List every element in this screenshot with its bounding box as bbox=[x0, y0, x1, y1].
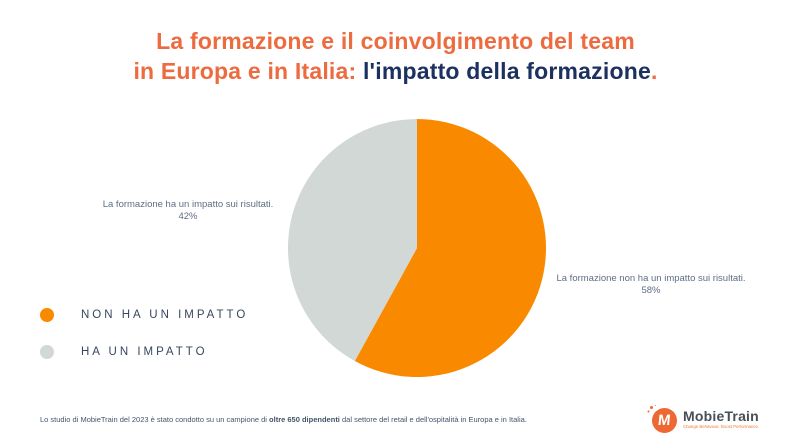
title-line-2-orange: in Europa e in Italia: bbox=[133, 58, 363, 84]
mobietrain-logo-icon: M bbox=[650, 406, 677, 433]
legend-label: HA UN IMPATTO bbox=[81, 346, 208, 358]
annotation-non-ha-un-impatto: La formazione non ha un impatto sui risu… bbox=[526, 273, 776, 297]
page-title: La formazione e il coinvolgimento del te… bbox=[0, 26, 791, 86]
pie-slice-non-ha-un-impatto bbox=[354, 119, 546, 377]
title-line-2-navy: l'impatto della formazione bbox=[362, 58, 651, 84]
pie-chart bbox=[288, 119, 546, 377]
logo-tagline: Change Behaviour. Boost Performance. bbox=[683, 425, 760, 430]
footnote-text-after: dal settore del retail e dell'ospitalità… bbox=[339, 415, 527, 424]
logo-monogram: M bbox=[657, 412, 672, 429]
logo-name: MobieTrain bbox=[683, 408, 759, 424]
footnote-text-bold: oltre 650 dipendenti bbox=[269, 415, 340, 424]
legend-dot-orange-icon bbox=[40, 308, 54, 322]
mobietrain-logo: M MobieTrain Change Behaviour. Boost Per… bbox=[650, 406, 789, 433]
logo-confetti-dots-icon bbox=[650, 406, 653, 409]
legend-label: NON HA UN IMPATTO bbox=[81, 309, 249, 321]
annotation-right-text: La formazione non ha un impatto sui risu… bbox=[556, 273, 746, 284]
title-line-1: La formazione e il coinvolgimento del te… bbox=[156, 28, 635, 54]
footnote-text-before: Lo studio di MobieTrain del 2023 è stato… bbox=[40, 415, 270, 424]
annotation-left-text: La formazione ha un impatto sui risultat… bbox=[102, 199, 274, 210]
legend-item-non-ha-un-impatto: NON HA UN IMPATTO bbox=[40, 307, 248, 323]
pie-chart-svg bbox=[288, 119, 546, 377]
logo-text: MobieTrain Change Behaviour. Boost Perfo… bbox=[683, 408, 789, 431]
legend: NON HA UN IMPATTO HA UN IMPATTO bbox=[40, 307, 248, 381]
annotation-ha-un-impatto: La formazione ha un impatto sui risultat… bbox=[63, 199, 313, 223]
annotation-left-percent: 42% bbox=[178, 211, 198, 222]
legend-item-ha-un-impatto: HA UN IMPATTO bbox=[40, 344, 248, 360]
legend-dot-gray-icon bbox=[40, 345, 54, 359]
pie-slice-ha-un-impatto bbox=[288, 119, 417, 362]
title-line-2: in Europa e in Italia: l'impatto della f… bbox=[0, 56, 791, 86]
annotation-right-percent: 58% bbox=[641, 285, 661, 296]
title-line-2-period: . bbox=[650, 58, 658, 84]
footnote: Lo studio di MobieTrain del 2023 è stato… bbox=[40, 415, 600, 424]
